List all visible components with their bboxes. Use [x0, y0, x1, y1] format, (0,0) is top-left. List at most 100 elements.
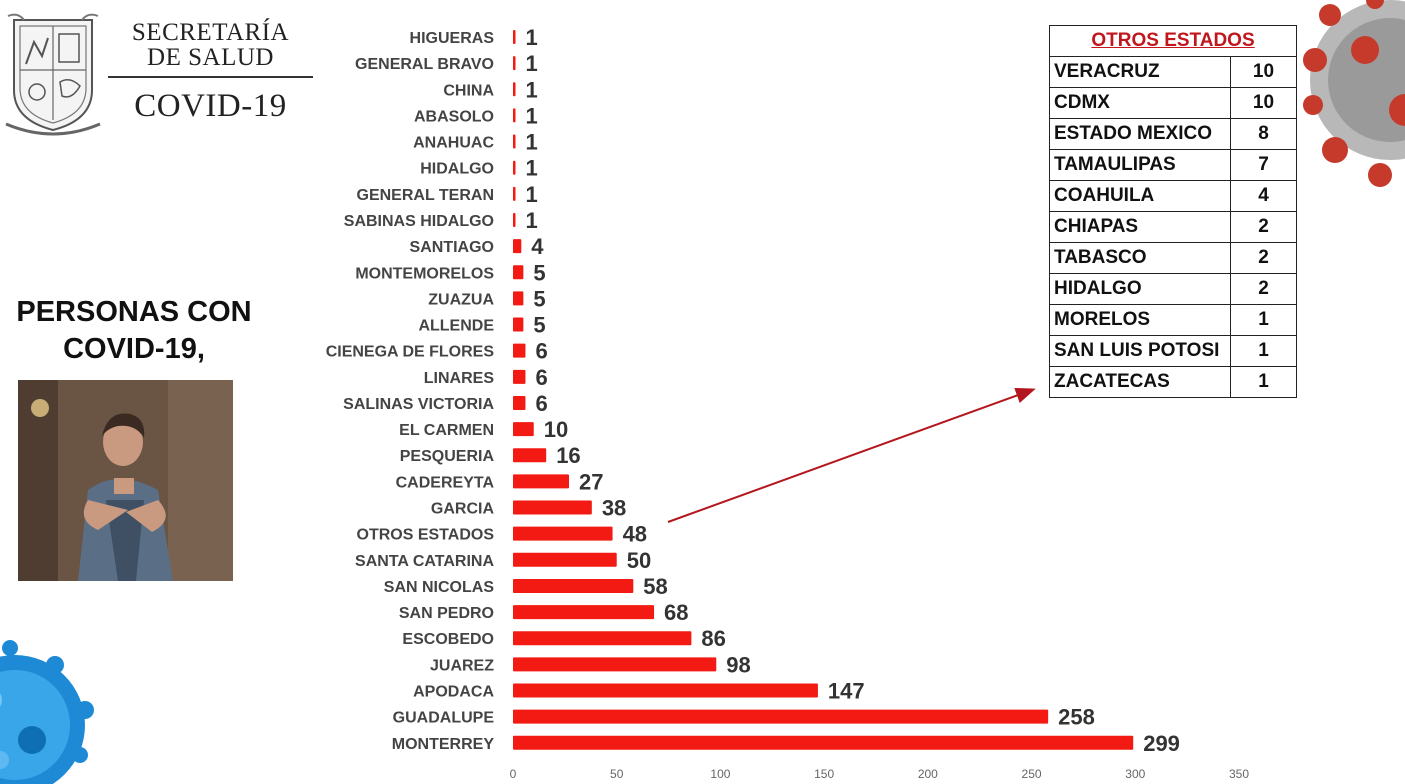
bar-value-label: 27 — [579, 469, 603, 494]
bar — [513, 369, 526, 384]
x-tick-label: 50 — [610, 767, 624, 781]
bar-value-label: 5 — [533, 260, 545, 285]
x-tick-label: 300 — [1125, 767, 1145, 781]
category-label: SANTA CATARINA — [355, 553, 494, 570]
bar-value-label: 58 — [643, 574, 667, 599]
headline: PERSONAS CON COVID-19, — [0, 294, 268, 368]
state-name-cell: CHIAPAS — [1049, 211, 1231, 243]
table-row: MORELOS 1 — [1049, 304, 1297, 336]
bar — [513, 82, 516, 97]
bar-value-label: 16 — [556, 443, 580, 468]
bar — [513, 578, 634, 593]
bar — [513, 552, 617, 567]
state-shield-logo-icon — [5, 13, 101, 136]
bar-value-label: 38 — [602, 496, 626, 521]
organization-title: SECRETARÍA DE SALUD COVID-19 — [108, 20, 313, 124]
table-row: TABASCO 2 — [1049, 242, 1297, 274]
bar-value-label: 147 — [828, 679, 865, 704]
coronavirus-icon — [1303, 0, 1405, 187]
pointer-arrow — [667, 387, 1036, 523]
state-count-cell: 8 — [1230, 118, 1297, 150]
state-name-cell: COAHUILA — [1049, 180, 1231, 212]
category-label: SANTIAGO — [410, 239, 494, 256]
bar — [513, 30, 516, 44]
bar-value-label: 6 — [535, 339, 547, 364]
table-header-row: OTROS ESTADOS — [1049, 25, 1297, 57]
table-row: VERACRUZ 10 — [1049, 56, 1297, 88]
category-label: HIDALGO — [420, 161, 494, 178]
state-count-cell: 10 — [1230, 56, 1297, 88]
category-label: MONTERREY — [392, 736, 495, 753]
org-name-line2: DE SALUD — [147, 44, 274, 71]
category-label: MONTEMORELOS — [355, 265, 494, 282]
category-label: HIGUERAS — [410, 30, 495, 47]
category-label: SALINAS VICTORIA — [343, 396, 494, 413]
bar — [513, 657, 717, 672]
table-row: ZACATECAS 1 — [1049, 366, 1297, 398]
x-tick-label: 250 — [1022, 767, 1042, 781]
bar-value-label: 258 — [1058, 705, 1095, 730]
state-count-cell: 1 — [1230, 304, 1297, 336]
bar — [513, 108, 516, 123]
bar-value-label: 68 — [664, 600, 688, 625]
bar — [513, 134, 516, 149]
bar — [513, 448, 547, 463]
bar-value-label: 299 — [1143, 731, 1180, 756]
x-tick-label: 100 — [710, 767, 730, 781]
state-name-cell: CDMX — [1049, 87, 1231, 119]
bar-value-label: 1 — [526, 130, 538, 155]
state-name-cell: ESTADO MEXICO — [1049, 118, 1231, 150]
headline-line1: PERSONAS CON — [16, 296, 252, 328]
category-label: LINARES — [424, 370, 495, 387]
bar — [513, 343, 526, 358]
state-name-cell: MORELOS — [1049, 304, 1231, 336]
bar-value-label: 1 — [526, 156, 538, 181]
state-count-cell: 2 — [1230, 273, 1297, 305]
category-label: OTROS ESTADOS — [357, 527, 495, 544]
category-label: JUAREZ — [430, 657, 494, 674]
category-label: APODACA — [413, 684, 494, 701]
sign-language-interpreter-video — [18, 380, 233, 581]
bar — [513, 709, 1049, 724]
bar-value-label: 6 — [535, 365, 547, 390]
category-label: GENERAL BRAVO — [355, 56, 494, 73]
table-body: VERACRUZ 10 CDMX 10 ESTADO MEXICO 8 TAMAULIPAS… — [1049, 56, 1297, 398]
state-count-cell: 1 — [1230, 335, 1297, 367]
bar — [513, 186, 516, 201]
bar-value-label: 10 — [544, 417, 568, 442]
bar — [513, 631, 692, 646]
category-label: CIENEGA DE FLORES — [326, 344, 495, 361]
bar-value-label: 1 — [526, 25, 538, 50]
state-count-cell: 2 — [1230, 211, 1297, 243]
bar-value-label: 86 — [701, 626, 725, 651]
coronavirus-icon — [0, 640, 94, 784]
interpreter-figure-icon — [18, 380, 233, 581]
table-row: ESTADO MEXICO 8 — [1049, 118, 1297, 150]
state-name-cell: VERACRUZ — [1049, 56, 1231, 88]
bar-value-label: 1 — [526, 51, 538, 76]
state-count-cell: 2 — [1230, 242, 1297, 274]
otros-estados-table: OTROS ESTADOS VERACRUZ 10 CDMX 10 ESTADO MEX… — [1049, 25, 1297, 398]
category-label: CHINA — [443, 82, 494, 99]
program-title: COVID-19 — [134, 88, 287, 124]
table-row: TAMAULIPAS 7 — [1049, 149, 1297, 181]
bar-value-label: 48 — [623, 522, 647, 547]
bar — [513, 605, 655, 620]
category-label: SAN NICOLAS — [384, 579, 495, 596]
bar — [513, 212, 516, 227]
state-name-cell: SAN LUIS POTOSI — [1049, 335, 1231, 367]
bar-value-label: 50 — [627, 548, 651, 573]
bar — [513, 422, 534, 437]
state-name-cell: TAMAULIPAS — [1049, 149, 1231, 181]
table-title: OTROS ESTADOS — [1049, 25, 1297, 57]
x-tick-label: 200 — [918, 767, 938, 781]
bar — [513, 395, 526, 410]
x-tick-label: 150 — [814, 767, 834, 781]
bar-value-label: 4 — [531, 234, 544, 259]
table-row: COAHUILA 4 — [1049, 180, 1297, 212]
category-label: GENERAL TERAN — [357, 187, 495, 204]
table-row: HIDALGO 2 — [1049, 273, 1297, 305]
title-divider — [108, 76, 313, 78]
bar — [513, 735, 1134, 750]
